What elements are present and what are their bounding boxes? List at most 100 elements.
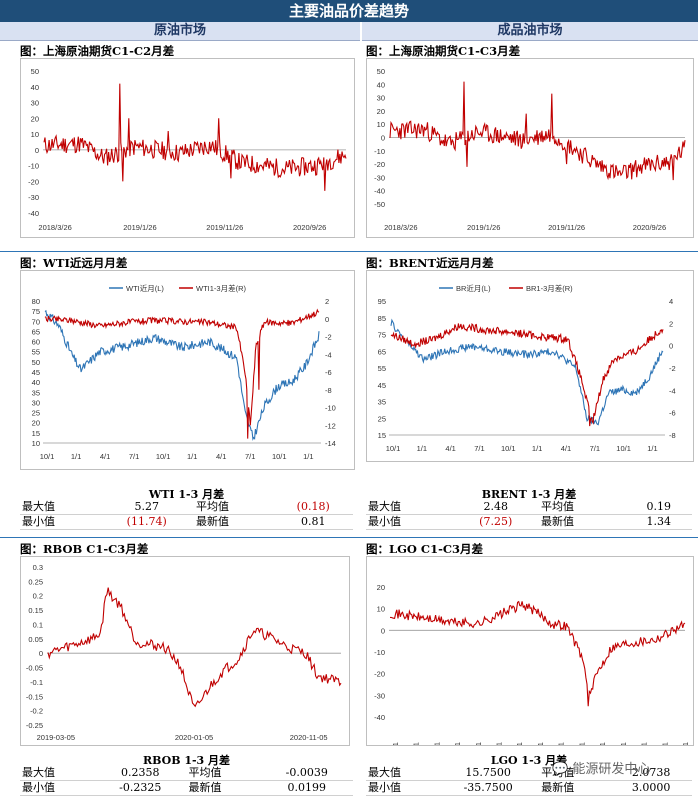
stat-value: 0.0199 bbox=[260, 780, 353, 796]
y-tick-label: -0.2 bbox=[30, 707, 43, 716]
stat-value: 15.7500 bbox=[437, 766, 540, 781]
y-tick-label: -40 bbox=[28, 209, 39, 218]
y-right-tick-label: 4 bbox=[669, 297, 673, 306]
x-tick-label: 2019-03-05 bbox=[37, 733, 75, 742]
stats-table-lgo: 最大值 15.7500 平均值 2.0738 最小值 -35.7500 最新值 3.0000 bbox=[366, 766, 692, 796]
series-line bbox=[43, 83, 347, 191]
wechat-icon: 💬 bbox=[552, 762, 569, 777]
y-right-tick-label: -2 bbox=[325, 333, 332, 342]
y-tick-label: 0.3 bbox=[33, 563, 43, 572]
series-line bbox=[389, 81, 686, 181]
y-right-tick-label: 0 bbox=[325, 315, 329, 324]
stat-value: (7.25) bbox=[452, 514, 539, 530]
chart-label-c1c2: 图：上海原油期货C1-C2月差 bbox=[20, 44, 175, 58]
y-left-tick-label: 15 bbox=[32, 429, 40, 438]
x-tick-label: 2019/1/26 bbox=[467, 223, 500, 232]
x-tick-label: 10/1 bbox=[640, 742, 649, 745]
stat-value: -0.2325 bbox=[94, 780, 187, 796]
y-left-tick-label: 40 bbox=[32, 378, 40, 387]
stat-value: 0.19 bbox=[625, 500, 692, 515]
x-tick-label: 10/1 bbox=[156, 452, 171, 461]
y-tick-label: 30 bbox=[377, 94, 385, 103]
chart-box-brent: 95 85 75 65 55 45 35 25 15 4 2 0 -2 -4 -6 -8 10/1 1/1 4/1 7… bbox=[366, 270, 694, 462]
x-tick-label: 7/1 bbox=[129, 452, 139, 461]
chart-c1c2: 50 40 30 20 10 0 -10 -20 -30 -40 2018/3/26 2019/1/2… bbox=[28, 67, 347, 232]
x-tick-label: 1/1 bbox=[647, 444, 657, 453]
y-left-tick-label: 25 bbox=[32, 409, 40, 418]
y-tick-label: 40 bbox=[377, 80, 385, 89]
stats-title-wti: WTI 1-3 月差 bbox=[148, 488, 225, 501]
y-tick-label: 40 bbox=[31, 83, 39, 92]
watermark: 💬 能源研发中心 bbox=[552, 758, 650, 777]
stat-label: 最新值 bbox=[539, 780, 611, 796]
y-tick-label: -0.1 bbox=[30, 678, 43, 687]
stat-label: 平均值 bbox=[194, 500, 274, 515]
y-tick-label: 0.15 bbox=[28, 606, 43, 615]
y-tick-label: -10 bbox=[374, 648, 385, 657]
y-tick-label: 50 bbox=[31, 67, 39, 76]
y-right-tick-label: -8 bbox=[325, 386, 332, 395]
y-tick-label: -20 bbox=[374, 160, 385, 169]
chart-label-brent: 图：BRENT近远月月差 bbox=[366, 256, 494, 270]
y-tick-label: -10 bbox=[374, 147, 385, 156]
y-tick-label: -0.25 bbox=[26, 721, 43, 730]
y-left-tick-label: 15 bbox=[378, 431, 386, 440]
chart-rbob: 0.3 0.25 0.2 0.15 0.1 0.05 0 -0.05 -0.1 -0.15 -0.2… bbox=[26, 563, 342, 742]
stat-value: (11.74) bbox=[99, 514, 194, 530]
y-right-tick-label: 2 bbox=[325, 297, 329, 306]
watermark-text: 能源研发中心 bbox=[572, 762, 651, 777]
y-tick-label: -30 bbox=[28, 193, 39, 202]
x-tick-label: 8/1 bbox=[619, 742, 628, 745]
y-tick-label: 0 bbox=[381, 626, 385, 635]
y-left-tick-label: 75 bbox=[32, 307, 40, 316]
y-right-tick-label: -6 bbox=[325, 368, 332, 377]
x-tick-label: 2/1 bbox=[432, 742, 441, 745]
stat-label: 最新值 bbox=[186, 780, 261, 796]
y-left-tick-label: 10 bbox=[32, 439, 40, 448]
y-left-tick-label: 35 bbox=[378, 398, 386, 407]
x-tick-label: 7/1 bbox=[590, 444, 600, 453]
stats-table-brent: 最大值 2.48 平均值 0.19 最小值 (7.25) 最新值 1.34 bbox=[366, 500, 692, 530]
x-tick-label: 4/1 bbox=[445, 444, 455, 453]
y-left-tick-label: 25 bbox=[378, 414, 386, 423]
stat-label: 最小值 bbox=[366, 780, 438, 796]
chart-label-c1c3: 图：上海原油期货C1-C3月差 bbox=[366, 44, 521, 58]
stat-value: -0.0039 bbox=[260, 766, 353, 781]
y-left-tick-label: 85 bbox=[378, 314, 386, 323]
stat-label: 最小值 bbox=[20, 780, 95, 796]
y-tick-label: -20 bbox=[28, 177, 39, 186]
chart-box-c1c2: 50 40 30 20 10 0 -10 -20 -30 -40 2018/3/26 2019/1/2… bbox=[20, 58, 355, 238]
stat-label: 最小值 bbox=[20, 514, 100, 530]
divider bbox=[0, 537, 698, 538]
x-tick-label: 10/1 bbox=[272, 452, 287, 461]
y-left-tick-label: 80 bbox=[32, 297, 40, 306]
chart-box-lgo: 20 10 0 -10 -20 -30 -40 10/1 12/1 2/1 4/1 6/1 8/1 10/… bbox=[366, 556, 694, 757]
y-tick-label: 0.2 bbox=[33, 592, 43, 601]
stat-label: 最新值 bbox=[194, 514, 274, 530]
x-tick-label: 2020/9/26 bbox=[293, 223, 326, 232]
page-title: 主要油品价差趋势 bbox=[0, 0, 698, 22]
stat-label: 最新值 bbox=[539, 514, 626, 530]
y-tick-label: 20 bbox=[377, 583, 385, 592]
stats-title-brent: BRENT 1-3 月差 bbox=[481, 488, 577, 501]
legend-label-near: WTI近月(L) bbox=[126, 283, 164, 293]
y-tick-label: -10 bbox=[28, 162, 39, 171]
x-tick-label: 12/1 bbox=[412, 742, 421, 745]
x-tick-label: 10/1 bbox=[616, 444, 631, 453]
y-tick-label: 10 bbox=[377, 120, 385, 129]
y-left-tick-label: 45 bbox=[32, 368, 40, 377]
chart-box-rbob: 0.3 0.25 0.2 0.15 0.1 0.05 0 -0.05 -0.1 -0.15 -0.2… bbox=[20, 556, 350, 746]
x-tick-label: 6/1 bbox=[598, 742, 607, 745]
y-tick-label: 30 bbox=[31, 99, 39, 108]
y-left-tick-label: 20 bbox=[32, 419, 40, 428]
y-tick-label: 0.1 bbox=[33, 620, 43, 629]
y-tick-label: -40 bbox=[374, 713, 385, 722]
x-tick-label: 2019/1/26 bbox=[123, 223, 156, 232]
y-left-tick-label: 35 bbox=[32, 388, 40, 397]
stat-value: (0.18) bbox=[273, 500, 353, 515]
y-left-tick-label: 55 bbox=[378, 364, 386, 373]
stat-label: 最大值 bbox=[20, 766, 95, 781]
x-tick-label: 12/1 bbox=[660, 742, 669, 745]
x-tick-label: 1/1 bbox=[303, 452, 313, 461]
stat-label: 最大值 bbox=[366, 500, 453, 515]
